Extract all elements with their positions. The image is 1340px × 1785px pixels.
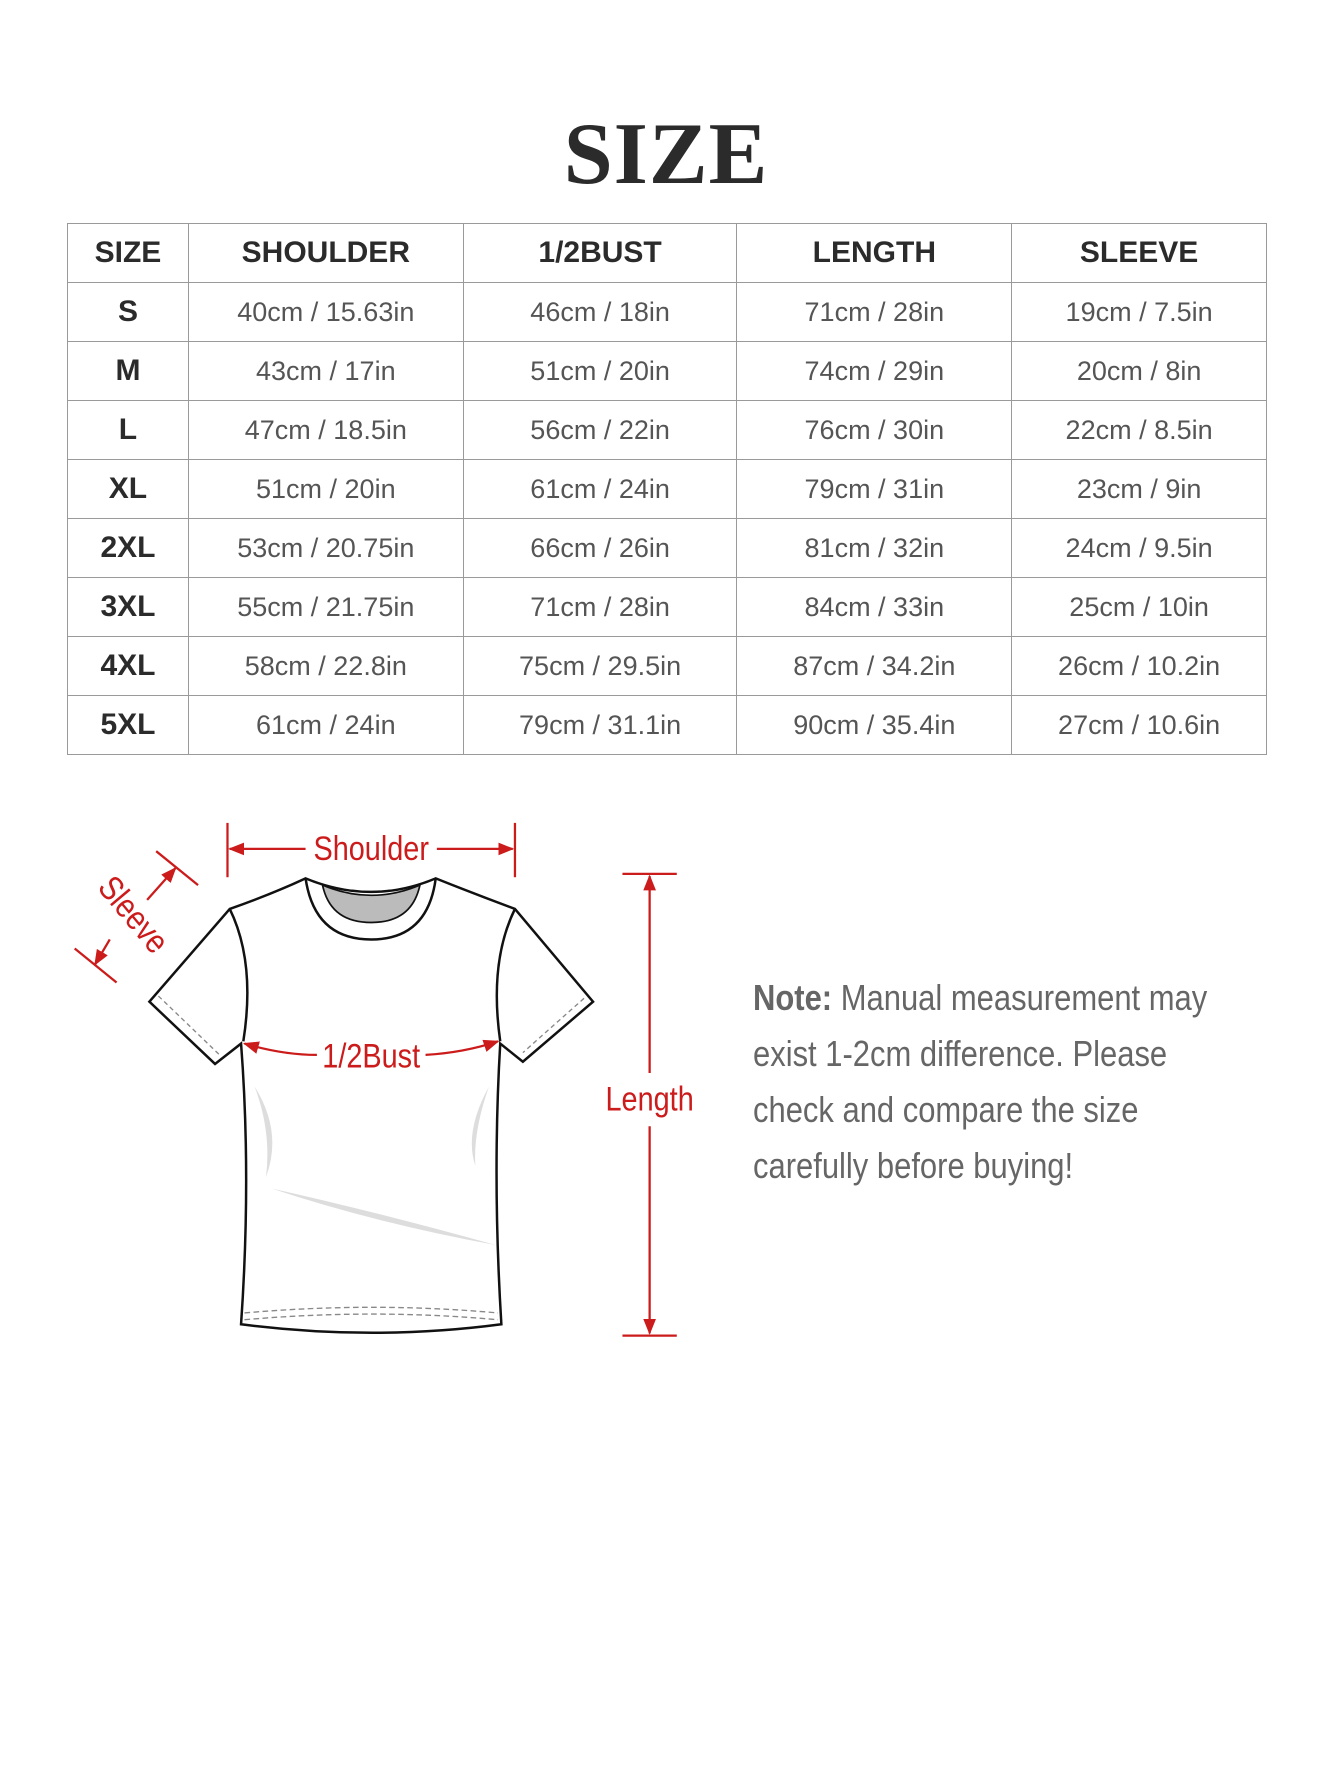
table-row: M 43cm / 17in 51cm / 20in 74cm / 29in 20cm /… (67, 341, 1267, 401)
size-cell: S (67, 282, 189, 342)
measurement-cell: 79cm / 31in (736, 459, 1013, 519)
measurement-cell: 51cm / 20in (187, 459, 464, 519)
measurement-cell: 55cm / 21.75in (187, 577, 464, 637)
size-cell: L (67, 400, 189, 460)
note-line: exist 1-2cm difference. Please (753, 1033, 1168, 1074)
measurement-cell: 19cm / 7.5in (1011, 282, 1267, 342)
measurement-cell: 61cm / 24in (462, 459, 738, 519)
measurement-cell: 56cm / 22in (462, 400, 738, 460)
note-line: check and compare the size (753, 1089, 1139, 1130)
note-text: Note: Manual measurement may exist 1-2cm … (753, 970, 1235, 1194)
measurement-cell: 76cm / 30in (736, 400, 1013, 460)
measurement-cell: 20cm / 8in (1011, 341, 1267, 401)
tshirt-illustration (147, 876, 595, 1334)
measurement-cell: 79cm / 31.1in (462, 695, 738, 755)
measurement-cell: 71cm / 28in (462, 577, 738, 637)
measurement-cell: 66cm / 26in (462, 518, 738, 578)
size-cell: 2XL (67, 518, 189, 578)
measurement-cell: 81cm / 32in (736, 518, 1013, 578)
table-row: 5XL 61cm / 24in 79cm / 31.1in 90cm / 35.4in… (67, 695, 1267, 755)
length-label: Length (605, 1079, 693, 1118)
measurement-annotations (73, 822, 677, 1337)
measurement-cell: 75cm / 29.5in (462, 636, 738, 696)
column-header: SLEEVE (1011, 223, 1267, 283)
note-line: Manual measurement may (840, 977, 1208, 1018)
size-table: SIZE SHOULDER 1/2BUST LENGTH SLEEVE S 40cm / … (67, 223, 1267, 755)
measurement-cell: 27cm / 10.6in (1011, 695, 1267, 755)
note-line: carefully before buying! (753, 1145, 1074, 1186)
column-header: LENGTH (736, 223, 1013, 283)
size-cell: 4XL (67, 636, 189, 696)
measurement-cell: 84cm / 33in (736, 577, 1013, 637)
table-row: XL 51cm / 20in 61cm / 24in 79cm / 31in 23cm … (67, 459, 1267, 519)
bust-label: 1/2Bust (322, 1036, 420, 1075)
page-title: SIZE (563, 106, 769, 203)
shoulder-label: Shoulder (313, 829, 428, 868)
table-header-row: SIZE SHOULDER 1/2BUST LENGTH SLEEVE (67, 223, 1267, 283)
measurement-cell: 46cm / 18in (462, 282, 738, 342)
measurement-cell: 47cm / 18.5in (187, 400, 464, 460)
measurement-cell: 22cm / 8.5in (1011, 400, 1267, 460)
measurement-cell: 58cm / 22.8in (187, 636, 464, 696)
measurement-cell: 53cm / 20.75in (187, 518, 464, 578)
size-cell: 3XL (67, 577, 189, 637)
measurement-cell: 74cm / 29in (736, 341, 1013, 401)
table-row: S 40cm / 15.63in 46cm / 18in 71cm / 28in 19c… (67, 282, 1267, 342)
measurement-cell: 25cm / 10in (1011, 577, 1267, 637)
measurement-cell: 90cm / 35.4in (736, 695, 1013, 755)
table-row: L 47cm / 18.5in 56cm / 22in 76cm / 30in 22cm… (67, 400, 1267, 460)
measurement-cell: 26cm / 10.2in (1011, 636, 1267, 696)
measurement-cell: 61cm / 24in (187, 695, 464, 755)
measurement-cell: 43cm / 17in (187, 341, 464, 401)
measurement-cell: 23cm / 9in (1011, 459, 1267, 519)
note-label: Note: (753, 977, 833, 1018)
column-header: SIZE (67, 223, 189, 283)
size-cell: 5XL (67, 695, 189, 755)
size-cell: M (67, 341, 189, 401)
measurement-cell: 51cm / 20in (462, 341, 738, 401)
column-header: 1/2BUST (462, 223, 738, 283)
table-row: 3XL 55cm / 21.75in 71cm / 28in 84cm / 33in 2… (67, 577, 1267, 637)
table-row: 2XL 53cm / 20.75in 66cm / 26in 81cm / 32in 2… (67, 518, 1267, 578)
measurement-cell: 24cm / 9.5in (1011, 518, 1267, 578)
measurement-cell: 40cm / 15.63in (187, 282, 464, 342)
